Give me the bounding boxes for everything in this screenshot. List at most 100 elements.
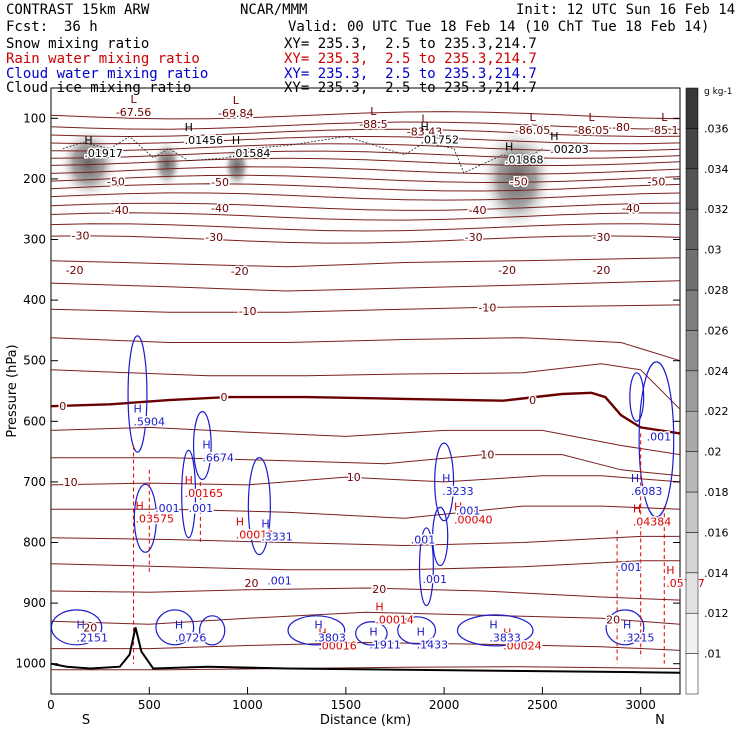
y-tick-label-9: 1000 (15, 657, 46, 671)
cloud-ice-contour (62, 136, 543, 174)
field-xy-snow: XY= 235.3, 2.5 to 235.3,214.7 (284, 36, 537, 52)
init-time: Init: 12 UTC Sun 16 Feb 14 (516, 2, 736, 18)
isotherm-low-3 (51, 505, 681, 519)
isotherm-label-3: 10 (64, 476, 78, 489)
field-xy-cloud-water: XY= 235.3, 2.5 to 235.3,214.7 (284, 66, 537, 82)
cloud-water-max-value-1: .6674 (202, 452, 234, 465)
cloud-water-max-marker-6: H (175, 619, 183, 632)
isotherm-label-18: -40 (469, 204, 487, 217)
isotherm-label-26: 20 (244, 577, 258, 590)
colorbar-swatch-14 (685, 87, 699, 129)
snow-max-value-0: .01917 (84, 147, 123, 160)
isotherm-upper-0 (50, 111, 681, 120)
cloud-water-max-value-6: .0726 (175, 632, 207, 645)
isotherm-low-7 (50, 611, 681, 625)
y-tick-label-2: 300 (23, 233, 46, 247)
colorbar-tick-5: .02 (704, 446, 722, 459)
colorbar-swatch-1 (685, 612, 699, 654)
isotherm-upper-11 (50, 202, 681, 211)
minimum-value-5: -86.05 (574, 124, 609, 137)
rain-max-marker-8: H (503, 627, 511, 640)
x-tick-label-4: 2000 (429, 698, 460, 712)
cloud-water-max-marker-5: H (77, 619, 85, 632)
y-tick-label-3: 400 (23, 293, 46, 307)
cloud-water-contour-14 (456, 614, 534, 647)
minimum-value-0: -67.56 (116, 106, 151, 119)
rain-max-value-8: .00024 (503, 640, 542, 653)
cloud-water-max-marker-9: H (417, 625, 425, 638)
cloud-water-contour-2 (247, 457, 271, 556)
cloud-water-max-marker-2: H (261, 517, 269, 530)
colorbar-tick-2: .014 (704, 567, 729, 580)
model-title: CONTRAST 15km ARW (6, 2, 150, 18)
cloud-water-max-value-18: .001 (617, 561, 642, 574)
rain-max-value-5: .05787 (666, 577, 705, 590)
colorbar-tick-0: .01 (704, 648, 722, 661)
cloud-water-max-value-11: .3215 (623, 632, 655, 645)
cloud-water-max-marker-8: H (369, 625, 377, 638)
isotherm-label-24: -80 (612, 121, 630, 134)
minimum-marker-4: L (530, 111, 537, 124)
isotherm-low-1 (51, 454, 681, 477)
minimum-value-4: -86.05 (515, 124, 550, 137)
rain-max-value-1: .00165 (185, 487, 224, 500)
colorbar-tick-3: .016 (704, 526, 729, 539)
cloud-water-max-value-10: .3833 (489, 632, 520, 645)
isotherm-label-21: -50 (211, 176, 229, 189)
rain-max-marker-6: H (375, 600, 383, 613)
cloud-water-max-marker-10: H (489, 619, 497, 632)
minimum-value-6: -85.1 (650, 124, 678, 137)
snow-max-marker-2: H (232, 134, 240, 147)
cloud-water-contour-3 (434, 442, 455, 522)
isotherm-label-5: 10 (480, 449, 494, 462)
cloud-water-contour-11 (287, 615, 346, 646)
south-end-label: S (82, 713, 90, 728)
isotherm-label-11: -20 (592, 264, 610, 277)
isotherm-upper-10 (50, 192, 681, 201)
x-tick-label-3: 1500 (331, 698, 362, 712)
colorbar-tick-13: .036 (704, 122, 729, 135)
x-tick-label-6: 3000 (625, 698, 656, 712)
snow-max-value-2: .01584 (232, 147, 271, 160)
forecast-label: Fcst: (6, 19, 49, 35)
isotherm-label-19: -40 (622, 202, 640, 215)
cloud-water-max-marker-4: H (631, 472, 639, 485)
colorbar-swatch-6 (685, 410, 699, 452)
isotherm-upper-9 (50, 183, 681, 192)
isotherm-upper-13 (50, 223, 681, 232)
snow-max-marker-3: H (421, 121, 429, 134)
isotherm-label-4: 10 (347, 471, 361, 484)
isotherm-mid-1 (50, 280, 681, 292)
isotherm-upper-12 (50, 212, 681, 221)
x-tick-label-2: 1000 (232, 698, 263, 712)
field-xy-rain: XY= 235.3, 2.5 to 235.3,214.7 (284, 51, 537, 67)
colorbar-swatch-0 (685, 653, 699, 695)
cloud-water-contour-7 (638, 361, 675, 518)
rain-max-marker-7: H (318, 627, 326, 640)
cloud-water-contour-8 (50, 609, 103, 646)
minimum-marker-2: L (370, 105, 377, 118)
field-name-cloud-water: Cloud water mixing ratio (6, 66, 209, 82)
cloud-water-contour-10 (199, 615, 226, 646)
valid-time: Valid: 00 UTC Tue 18 Feb 14 (10 ChT Tue … (288, 19, 710, 35)
cloud-water-max-value-0: .5904 (134, 415, 166, 428)
rain-max-marker-5: H (666, 564, 674, 577)
rain-max-value-7: .00016 (318, 640, 357, 653)
colorbar-swatch-8 (685, 330, 699, 372)
cloud-water-contour-4 (432, 506, 449, 567)
snow-max-marker-0: H (84, 134, 92, 147)
isotherm-label-23: -50 (647, 175, 665, 188)
cloud-water-max-value-12: .001 (155, 502, 180, 515)
isotherm-label-2: 0 (529, 394, 536, 407)
minimum-marker-6: L (661, 111, 668, 124)
field-name-snow: Snow mixing ratio (6, 36, 150, 52)
x-tick-label-5: 2500 (527, 698, 558, 712)
isotherm-label-14: -30 (465, 231, 483, 244)
snow-max-value-5: .00203 (550, 143, 589, 156)
cloud-water-max-marker-11: H (623, 619, 631, 632)
isotherm-mid-3 (50, 337, 681, 362)
y-tick-label-1: 200 (23, 172, 46, 186)
minimum-value-3: -83.43 (407, 125, 442, 138)
cloud-water-max-value-2: .3331 (261, 530, 293, 543)
